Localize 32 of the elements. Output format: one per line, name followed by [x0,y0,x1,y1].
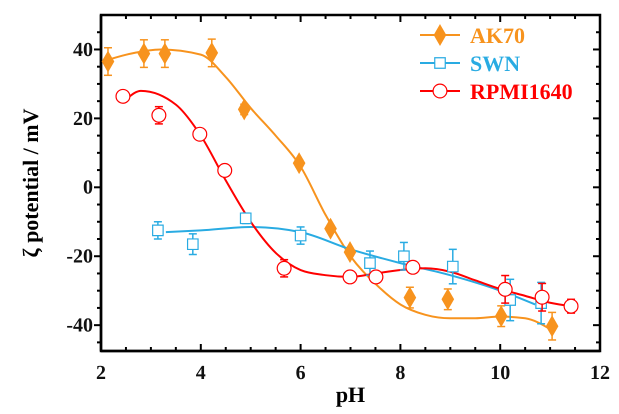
y-tick-label: -20 [66,246,93,268]
legend-label: AK70 [470,23,525,48]
point [405,260,420,275]
x-tick-label: 10 [490,362,510,384]
x-tick-label: 2 [96,362,106,384]
legend-label: SWN [470,51,520,76]
x-tick-label: 4 [196,362,206,384]
point [276,260,292,276]
point [364,257,376,269]
x-tick-label: 6 [296,362,306,384]
point [151,108,166,123]
y-axis-title: ζ potential / mV [18,108,43,258]
x-tick-label: 8 [395,362,406,384]
point [342,269,358,284]
point [398,250,410,262]
point [217,162,232,178]
point [152,224,164,236]
y-tick-label: 0 [83,176,93,199]
y-tick-label: 20 [73,108,93,130]
point [192,126,208,142]
point [294,230,306,242]
point [498,282,513,297]
point [186,238,199,250]
x-axis-title: pH [336,382,366,407]
y-tick-label: -40 [66,314,93,337]
legend-label: RPMI1640 [470,79,573,104]
x-tick-label: 12 [590,362,610,384]
point [368,269,384,284]
point [564,298,579,314]
point [446,260,459,272]
point [534,290,550,305]
y-tick-label: 40 [73,38,93,61]
